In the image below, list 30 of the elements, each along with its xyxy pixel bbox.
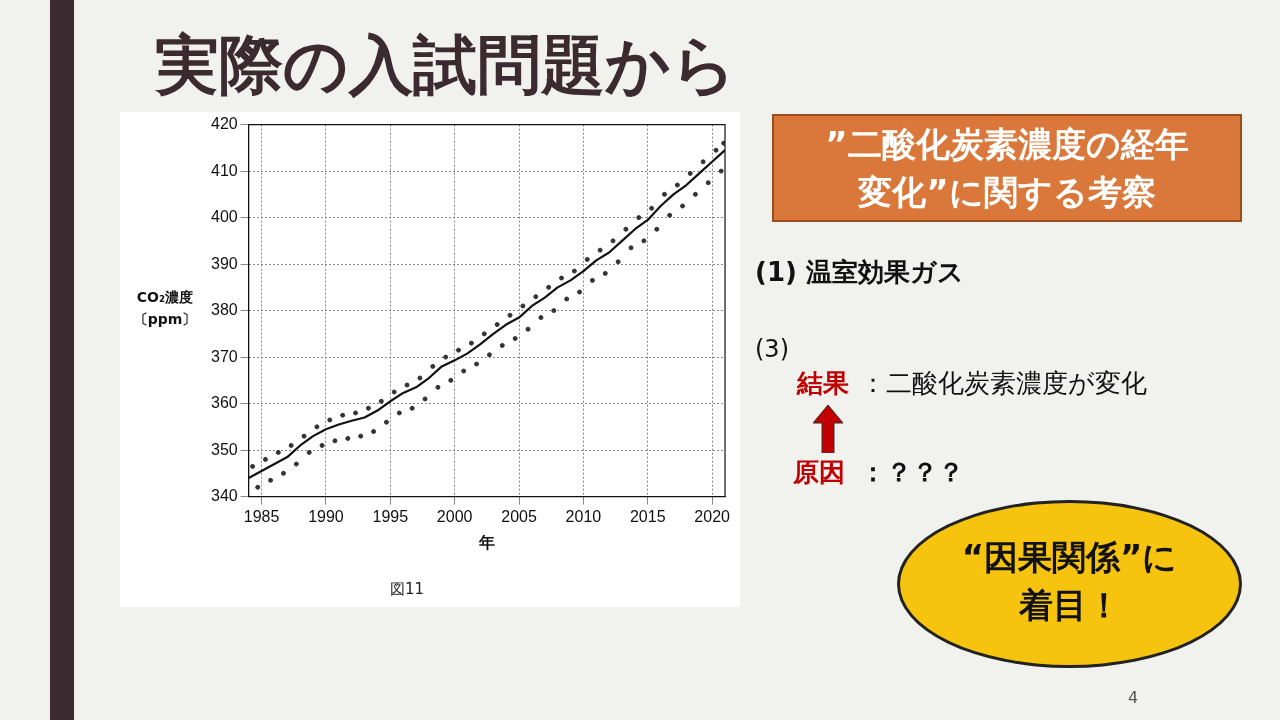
x-tick-label: 2000: [436, 507, 473, 525]
text: ：二酸化炭素濃度が変化: [860, 367, 1147, 400]
y-tick-label: 340: [210, 487, 238, 505]
x-tick-label: 2015: [629, 507, 666, 525]
y-tick-label: 390: [210, 254, 238, 272]
text: 原因: [793, 456, 845, 489]
y-tick-label: 420: [210, 115, 238, 133]
text: (3): [755, 335, 789, 363]
x-tick-label: 1985: [243, 507, 280, 525]
text: 結果: [797, 367, 849, 400]
y-tick-label: 410: [210, 161, 238, 179]
x-tick-label: 2005: [501, 507, 537, 525]
text: ：？？？: [860, 456, 964, 489]
y-axis-title: CO₂濃度〔ppm〕: [133, 289, 197, 327]
y-tick-label: 400: [210, 208, 238, 226]
y-tick-label: 380: [210, 301, 238, 319]
y-tick-label: 350: [210, 440, 238, 458]
y-tick-label: 360: [210, 394, 238, 412]
text: (1) 温室効果ガス: [755, 256, 964, 289]
caption: 図11: [390, 580, 425, 599]
y-tick-label: 370: [210, 347, 238, 365]
text: ”二酸化炭素濃度の経年変化”に関する考察: [772, 114, 1242, 222]
x-tick-label: 2010: [565, 507, 602, 525]
x-tick-label: 1990: [308, 507, 344, 525]
x-tick-label: 2020: [694, 507, 731, 525]
chart-title: 実際の入試問題から: [155, 27, 737, 104]
text: “因果関係”に着目！: [897, 500, 1242, 668]
x-tick-label: 1995: [372, 507, 409, 525]
text: 4: [1128, 688, 1139, 707]
x-axis-title: 年: [477, 533, 495, 551]
